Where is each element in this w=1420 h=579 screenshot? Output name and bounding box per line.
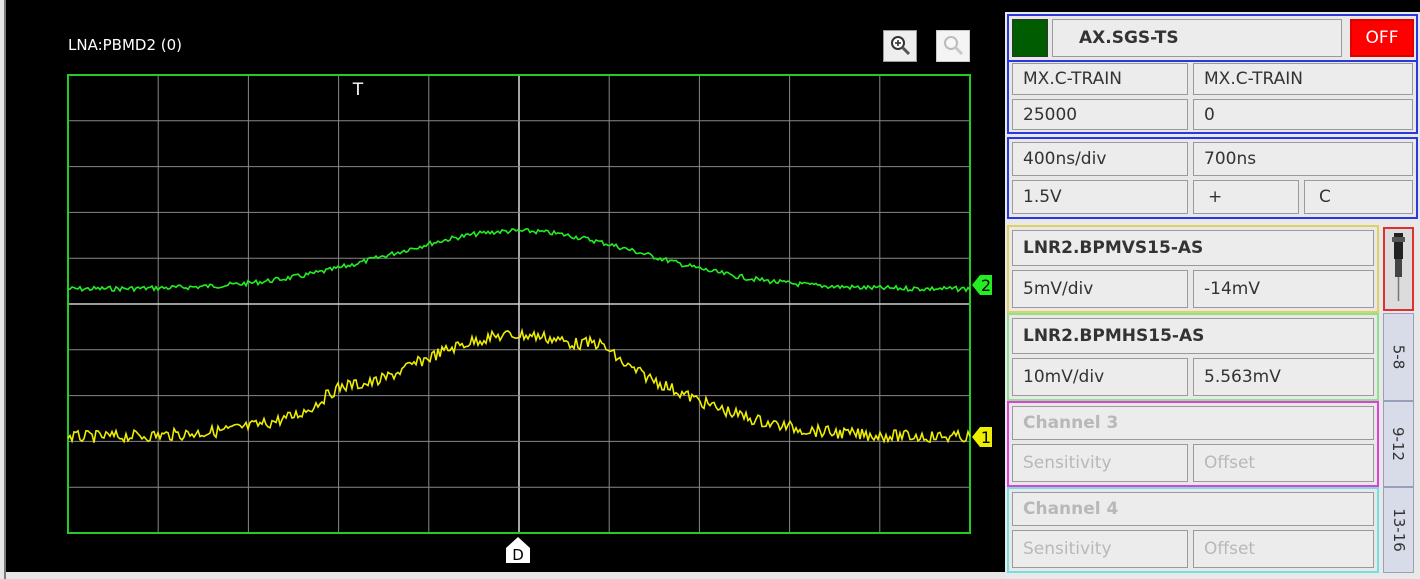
tab-label: 5-8 [1389, 344, 1408, 370]
tab-channels-5-8[interactable]: 5-8 [1383, 313, 1414, 401]
trigger-marker: T [352, 80, 364, 100]
power-off-button[interactable]: OFF [1350, 19, 1414, 57]
trigger-level-field[interactable]: 1.5V [1012, 180, 1188, 214]
zoom-in-button[interactable] [883, 30, 917, 62]
trigger-group [1007, 60, 1418, 134]
channel-2-trace [67, 227, 971, 293]
channel-2-marker-label: 2 [981, 276, 991, 295]
delay-field[interactable]: 700ns [1193, 142, 1413, 176]
channel-3-sensitivity[interactable]: Sensitivity [1012, 444, 1188, 482]
left-border [0, 0, 6, 579]
zoom-out-icon [944, 36, 964, 56]
channel-1-marker-label: 1 [981, 428, 991, 447]
channel-2-marker-shape [972, 275, 992, 295]
channel-1-sensitivity[interactable]: 5mV/div [1012, 270, 1188, 308]
trigger-source-1[interactable]: MX.C-TRAIN [1012, 63, 1188, 95]
channel-panel-1 [1007, 225, 1379, 313]
trigger-slope-field[interactable]: + [1193, 180, 1299, 214]
trigger-source-2[interactable]: MX.C-TRAIN [1193, 63, 1413, 95]
channel-1-marker-shape [972, 427, 992, 447]
timebase-field[interactable]: 400ns/div [1012, 142, 1188, 176]
tab-label: 13-16 [1389, 508, 1408, 552]
status-led [1012, 19, 1048, 57]
timebase-group [1007, 137, 1418, 219]
zoom-reset-button[interactable] [936, 30, 970, 62]
zoom-in-icon [891, 36, 911, 56]
channel-1-trace [67, 327, 971, 444]
plot-border [67, 74, 971, 534]
channel-1-name[interactable]: LNR2.BPMVS15-AS [1012, 230, 1374, 266]
channel-3-name[interactable]: Channel 3 [1012, 406, 1374, 440]
channel-2-name[interactable]: LNR2.BPMHS15-AS [1012, 318, 1374, 354]
channel-2-sensitivity[interactable]: 10mV/div [1012, 358, 1188, 396]
trigger-value-1[interactable]: 25000 [1012, 99, 1188, 130]
scope-title: LNA:PBMD2 (0) [68, 36, 183, 54]
channel-3-offset[interactable]: Offset [1193, 444, 1374, 482]
channel-panel-3 [1007, 401, 1379, 487]
bottom-border [6, 572, 1420, 579]
trigger-value-2[interactable]: 0 [1193, 99, 1413, 130]
delay-marker-shape [506, 537, 530, 563]
delay-marker-label: D [512, 546, 524, 564]
scope-plot: 2 1 T D [67, 74, 992, 564]
channel-1-offset[interactable]: -14mV [1193, 270, 1374, 308]
device-name[interactable]: AX.SGS-TS [1052, 19, 1342, 57]
channel-panel-2 [1007, 313, 1379, 401]
trigger-coupling-field[interactable]: C [1304, 180, 1413, 214]
channel-4-sensitivity[interactable]: Sensitivity [1012, 530, 1188, 568]
channel-4-offset[interactable]: Offset [1193, 530, 1374, 568]
tab-channels-13-16[interactable]: 13-16 [1383, 487, 1414, 573]
probe-toggle[interactable] [1383, 227, 1414, 311]
channel-4-name[interactable]: Channel 4 [1012, 492, 1374, 526]
probe-icon [1392, 233, 1405, 301]
channel-panel-4 [1007, 487, 1379, 573]
tab-label: 9-12 [1389, 426, 1408, 462]
channel-2-offset[interactable]: 5.563mV [1193, 358, 1374, 396]
tab-channels-9-12[interactable]: 9-12 [1383, 401, 1414, 487]
